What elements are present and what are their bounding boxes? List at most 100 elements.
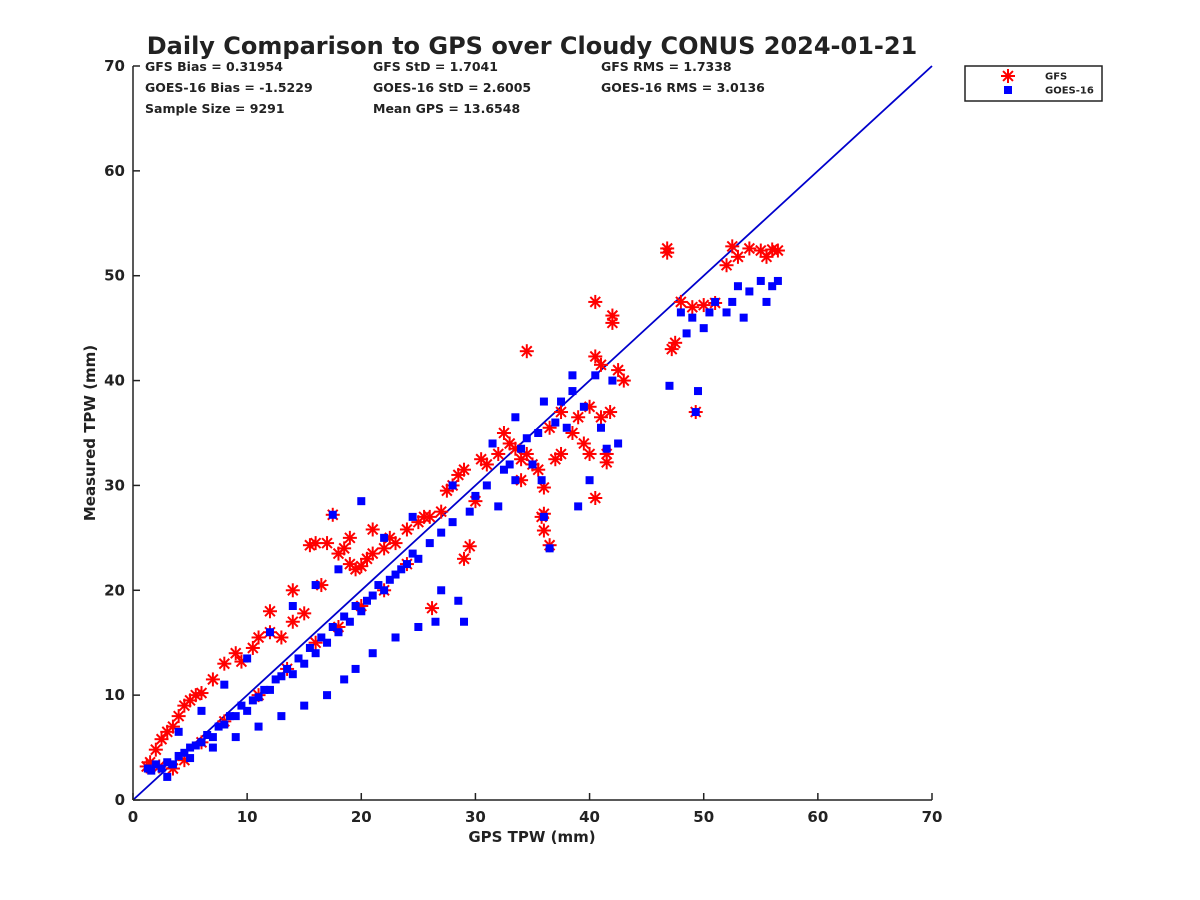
stat-text: GFS Bias = 0.31954 [145, 59, 283, 74]
goes16-point [311, 649, 320, 658]
gfs-point [194, 686, 209, 701]
goes16-point [425, 539, 434, 548]
goes16-point [208, 733, 217, 742]
y-tick-label: 40 [104, 372, 125, 390]
goes16-point [745, 287, 754, 296]
goes16-point [380, 533, 389, 542]
goes16-point [408, 512, 417, 521]
gfs-point [588, 349, 603, 364]
y-tick-label: 20 [104, 581, 125, 599]
gfs-point [554, 405, 569, 420]
x-tick-label: 10 [237, 808, 258, 826]
stats-block: GFS Bias = 0.31954 GFS StD = 1.7041 GFS RM… [145, 59, 765, 116]
legend-goes16-marker [1004, 86, 1012, 94]
goes16-point [711, 297, 720, 306]
goes16-point [334, 628, 343, 637]
gfs-point [417, 509, 432, 524]
goes16-point [385, 575, 394, 584]
goes16-point [591, 371, 600, 380]
goes16-point [277, 712, 286, 721]
gfs-point [457, 462, 472, 477]
gfs-point [388, 536, 403, 551]
gfs-point [696, 298, 711, 313]
goes16-point [722, 308, 731, 317]
goes16-point [323, 691, 332, 700]
gfs-point [165, 719, 180, 734]
legend-gfs-marker [1001, 69, 1015, 83]
goes16-point [511, 476, 520, 485]
goes16-point [328, 622, 337, 631]
goes16-point [300, 701, 309, 710]
goes16-point [471, 491, 480, 500]
goes16-point [163, 772, 172, 781]
gfs-point [205, 672, 220, 687]
goes16-point [505, 460, 514, 469]
goes16-point [197, 738, 206, 747]
goes16-point [534, 429, 543, 437]
goes16-point [608, 376, 617, 385]
goes16-point [197, 706, 206, 715]
goes16-point [147, 766, 156, 775]
goes16-point [265, 685, 274, 694]
gfs-point [359, 551, 374, 566]
x-tick-label: 30 [465, 808, 486, 826]
goes16-point [448, 481, 457, 490]
goes16-point [465, 507, 474, 516]
gfs-point [457, 551, 472, 566]
goes16-point [579, 402, 588, 411]
goes16-point [351, 664, 360, 673]
goes16-point [214, 722, 223, 731]
goes16-point [694, 387, 703, 396]
goes16-point [391, 633, 400, 642]
y-axis-label: Measured TPW (mm) [81, 345, 99, 521]
goes16-point [596, 423, 605, 432]
goes16-point [614, 439, 623, 448]
gfs-point [496, 426, 511, 440]
goes16-point [574, 502, 583, 511]
goes16-point [431, 617, 440, 626]
goes16-point [231, 733, 240, 742]
x-axis-label: GPS TPW (mm) [468, 828, 595, 846]
goes16-point [539, 512, 548, 521]
gfs-point [599, 455, 614, 470]
gfs-point [228, 646, 243, 661]
goes16-point [180, 748, 189, 757]
y-tick-label: 0 [115, 791, 125, 809]
y-tick-label: 50 [104, 267, 125, 285]
x-tick-label: 0 [128, 808, 138, 826]
gfs-point [245, 640, 260, 655]
goes16-point [705, 308, 714, 317]
goes16-point [260, 685, 269, 694]
gfs-point [262, 604, 277, 619]
goes16-point [437, 528, 446, 537]
gfs-point [725, 239, 740, 254]
legend: GFS GOES-16 [964, 65, 1103, 102]
gfs-point [603, 405, 618, 420]
goes16-point [226, 712, 235, 721]
gfs-point [673, 294, 688, 309]
gfs-point [331, 546, 346, 561]
goes16-point [528, 460, 537, 469]
gfs-point [588, 491, 603, 506]
axis-ticks: 0 10 20 30 40 50 60 70 0 10 20 30 40 50 60 70 [104, 57, 942, 826]
plot-area [132, 65, 933, 801]
goes16-point [511, 413, 520, 422]
goes16-point [243, 654, 252, 663]
gfs-point [616, 373, 631, 388]
stat-text: Mean GPS = 13.6548 [373, 101, 520, 116]
goes16-point [345, 617, 354, 626]
stat-text: GOES-16 StD = 2.6005 [373, 80, 531, 95]
gfs-point [730, 249, 745, 264]
goes16-point [699, 324, 708, 333]
gfs-point [536, 523, 551, 538]
goes16-point [254, 722, 263, 731]
goes16-point [317, 633, 326, 642]
goes16-point [602, 444, 611, 453]
stat-text: GFS RMS = 1.7338 [601, 59, 732, 74]
goes16-point [271, 675, 280, 684]
goes16-point [768, 282, 777, 291]
x-tick-label: 20 [351, 808, 372, 826]
gfs-point [770, 243, 785, 258]
